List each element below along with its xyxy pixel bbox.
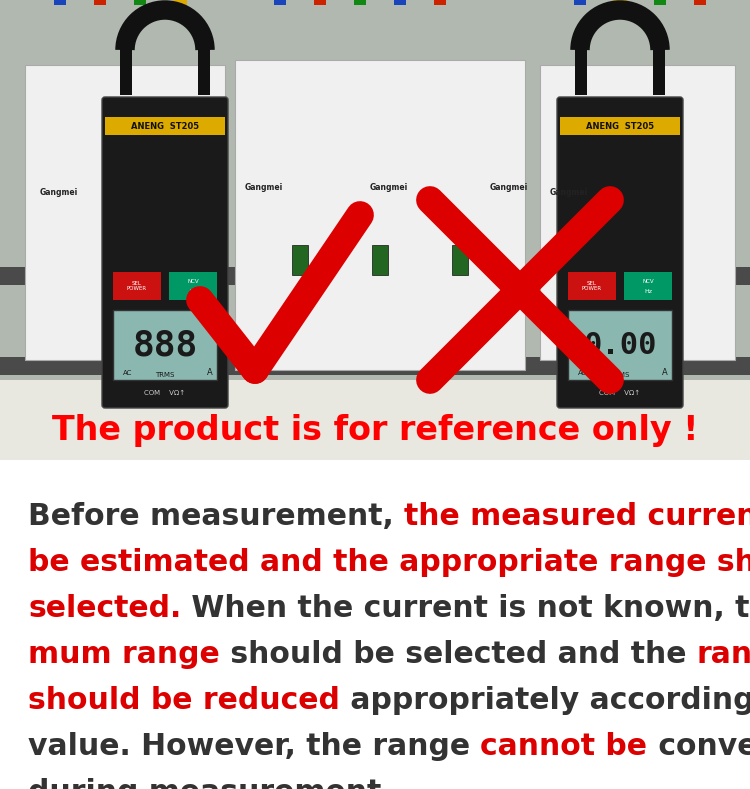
Bar: [314, 0, 326, 5]
Text: Hz: Hz: [189, 289, 197, 294]
Text: TRMS: TRMS: [155, 372, 175, 378]
Text: should be reduced: should be reduced: [28, 686, 340, 715]
Text: be estimated and the appropriate range should be: be estimated and the appropriate range s…: [28, 548, 750, 577]
Bar: [560, 117, 680, 135]
Text: appropriately according to the: appropriately according to the: [340, 686, 750, 715]
Bar: [292, 245, 308, 275]
Text: selected.: selected.: [28, 594, 182, 623]
Text: A: A: [662, 368, 668, 377]
Text: COM    VΩ↑: COM VΩ↑: [599, 390, 640, 396]
Bar: [134, 0, 146, 5]
Bar: [653, 40, 665, 95]
Bar: [198, 40, 210, 95]
Bar: [575, 40, 587, 95]
Bar: [0, 460, 750, 789]
Bar: [274, 0, 286, 5]
Text: value. However, the range: value. However, the range: [28, 732, 481, 761]
Text: When the current is not known, the: When the current is not known, the: [182, 594, 750, 623]
Text: NCV: NCV: [642, 279, 654, 284]
Text: Gangmei: Gangmei: [370, 183, 408, 192]
Bar: [568, 272, 616, 300]
Text: Gangmei: Gangmei: [550, 188, 588, 197]
Bar: [434, 0, 446, 5]
Text: Hz: Hz: [644, 289, 652, 294]
Text: Gangmei: Gangmei: [245, 183, 284, 192]
Bar: [235, 60, 525, 370]
Bar: [354, 0, 366, 5]
Bar: [94, 0, 106, 5]
Bar: [574, 0, 586, 5]
Bar: [694, 0, 706, 5]
Bar: [372, 245, 388, 275]
Text: COM    VΩ↑: COM VΩ↑: [145, 390, 185, 396]
Text: ANENG  ST205: ANENG ST205: [586, 122, 654, 130]
Text: cannot be: cannot be: [481, 732, 647, 761]
Bar: [0, 380, 750, 460]
Text: The product is for reference only !: The product is for reference only !: [52, 413, 698, 447]
FancyBboxPatch shape: [557, 97, 683, 408]
Text: Gangmei: Gangmei: [490, 183, 528, 192]
Bar: [452, 245, 468, 275]
Bar: [568, 310, 672, 380]
Bar: [25, 65, 225, 360]
Bar: [654, 0, 666, 5]
Text: TRMS: TRMS: [610, 372, 630, 378]
Text: AC: AC: [123, 370, 132, 376]
Bar: [624, 272, 672, 300]
Text: Gangmei: Gangmei: [40, 188, 78, 197]
Text: ANENG  ST205: ANENG ST205: [131, 122, 199, 130]
Text: AC: AC: [578, 370, 587, 376]
Text: during measurement.: during measurement.: [28, 778, 392, 789]
Text: SEL
POWER: SEL POWER: [127, 281, 147, 291]
Text: NCV: NCV: [188, 279, 199, 284]
Text: Before measurement,: Before measurement,: [28, 502, 404, 531]
Text: 0.00: 0.00: [584, 331, 657, 360]
Text: SEL
POWER: SEL POWER: [582, 281, 602, 291]
FancyBboxPatch shape: [102, 97, 228, 408]
Bar: [0, 267, 750, 285]
Bar: [0, 357, 750, 375]
Text: range: range: [697, 640, 750, 669]
Bar: [613, 0, 627, 5]
Bar: [105, 117, 225, 135]
Bar: [394, 0, 406, 5]
Text: A: A: [207, 368, 213, 377]
Bar: [0, 0, 750, 460]
Text: should be selected and the: should be selected and the: [220, 640, 697, 669]
Bar: [169, 272, 217, 300]
Bar: [113, 310, 217, 380]
Text: the measured current should: the measured current should: [404, 502, 750, 531]
Text: 888: 888: [132, 328, 198, 362]
Bar: [173, 0, 187, 5]
Text: mum range: mum range: [28, 640, 220, 669]
Bar: [540, 65, 735, 360]
Bar: [113, 272, 161, 300]
Bar: [120, 40, 132, 95]
Bar: [54, 0, 66, 5]
Text: converted: converted: [647, 732, 750, 761]
